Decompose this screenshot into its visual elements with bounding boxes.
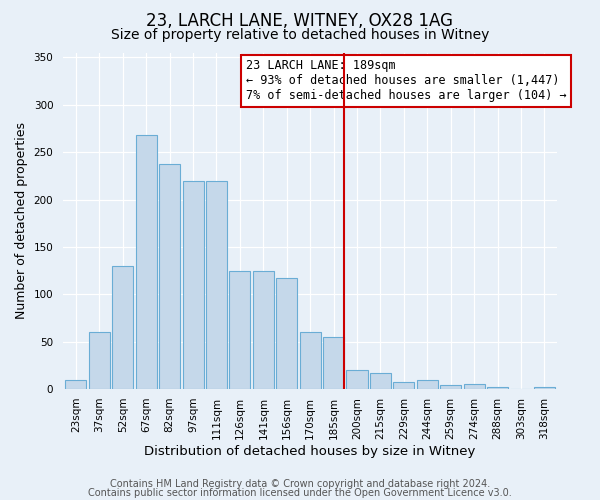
Bar — [89, 332, 110, 389]
Bar — [112, 266, 133, 389]
X-axis label: Distribution of detached houses by size in Witney: Distribution of detached houses by size … — [145, 444, 476, 458]
Bar — [253, 270, 274, 389]
Bar — [182, 180, 203, 389]
Bar — [159, 164, 180, 389]
Text: Contains public sector information licensed under the Open Government Licence v3: Contains public sector information licen… — [88, 488, 512, 498]
Bar — [487, 388, 508, 389]
Text: Size of property relative to detached houses in Witney: Size of property relative to detached ho… — [111, 28, 489, 42]
Bar — [464, 384, 485, 389]
Bar — [370, 373, 391, 389]
Bar — [136, 135, 157, 389]
Bar — [417, 380, 438, 389]
Bar — [394, 382, 415, 389]
Bar — [440, 386, 461, 389]
Bar — [65, 380, 86, 389]
Bar — [299, 332, 321, 389]
Bar — [206, 180, 227, 389]
Bar — [229, 270, 250, 389]
Bar — [534, 388, 555, 389]
Y-axis label: Number of detached properties: Number of detached properties — [15, 122, 28, 320]
Text: Contains HM Land Registry data © Crown copyright and database right 2024.: Contains HM Land Registry data © Crown c… — [110, 479, 490, 489]
Bar — [323, 337, 344, 389]
Text: 23 LARCH LANE: 189sqm
← 93% of detached houses are smaller (1,447)
7% of semi-de: 23 LARCH LANE: 189sqm ← 93% of detached … — [246, 59, 566, 102]
Text: 23, LARCH LANE, WITNEY, OX28 1AG: 23, LARCH LANE, WITNEY, OX28 1AG — [146, 12, 454, 30]
Bar — [346, 370, 368, 389]
Bar — [276, 278, 297, 389]
